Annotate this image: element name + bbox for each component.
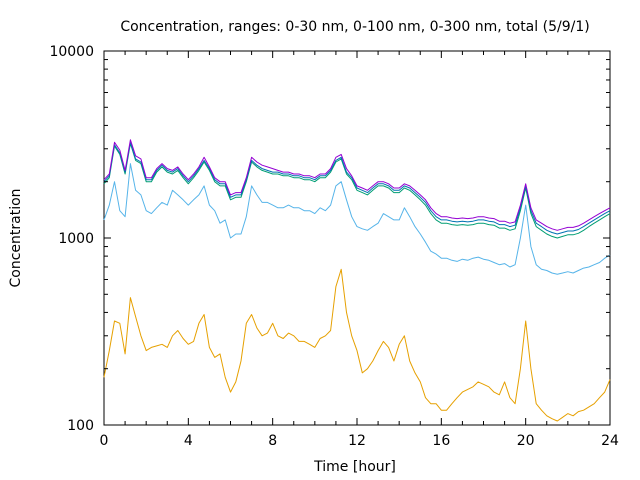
x-tick-label: 0 <box>100 433 109 449</box>
plot-frame <box>103 50 611 426</box>
x-axis-title: Time [hour] <box>313 459 396 475</box>
x-tick-label: 8 <box>268 433 277 449</box>
tick-layer: 0 4 8 12 16 20 24 100 1000 10000 <box>49 44 619 449</box>
y-axis-title: Concentration <box>8 188 24 287</box>
series-layer <box>103 139 611 422</box>
series-line-1 <box>103 163 611 275</box>
y-tick-label: 1000 <box>58 231 94 247</box>
y-tick-label: 10000 <box>49 44 94 60</box>
x-tick-label: 12 <box>348 433 366 449</box>
series-line-0 <box>103 268 611 422</box>
series-line-4 <box>103 139 611 231</box>
x-tick-label: 24 <box>601 433 619 449</box>
x-tick-label: 20 <box>517 433 535 449</box>
y-tick-label: 100 <box>67 418 94 434</box>
chart-title: Concentration, ranges: 0-30 nm, 0-100 nm… <box>120 19 589 35</box>
series-line-2 <box>103 143 611 239</box>
x-tick-label: 16 <box>432 433 450 449</box>
x-tick-label: 4 <box>184 433 193 449</box>
